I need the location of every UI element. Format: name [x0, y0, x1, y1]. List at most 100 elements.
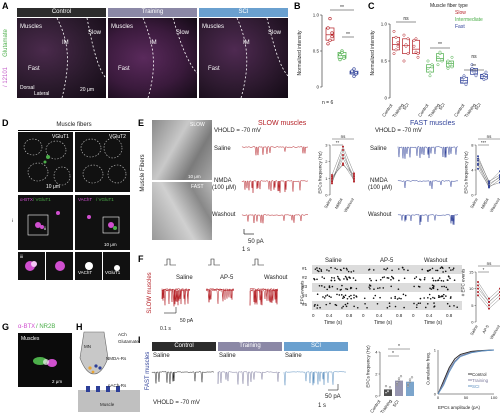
panel-c-point — [450, 55, 454, 59]
panel-i-cond-2: Saline — [219, 353, 236, 359]
panel-f-xtick-0-c: 0 — [412, 313, 415, 318]
panel-c-point — [426, 59, 430, 63]
panel-e-slow-xlabel: Saline — [323, 196, 333, 209]
panel-i-bar-point — [384, 385, 388, 388]
panel-b-ytick-label: 0.5 — [313, 49, 320, 54]
panel-a-label-im: IM — [62, 40, 69, 46]
panel-f-raster-event — [433, 302, 435, 304]
panel-f-raster-event — [343, 267, 345, 270]
panel-f-raster-event — [316, 269, 319, 272]
panel-c-point — [484, 77, 488, 81]
panel-b-point — [328, 38, 332, 42]
panel-f-raster-event — [338, 294, 341, 296]
panel-h-ach: ACh — [118, 332, 127, 337]
panel-f-raster-event — [344, 294, 347, 297]
panel-i-bar-chart: 0 2 4 * * — [375, 344, 414, 399]
panel-f-raster-event — [431, 277, 434, 279]
panel-f-raster-event — [345, 287, 347, 290]
panel-f-raster-event — [428, 293, 431, 296]
panel-i-bar-ytick-label: 0 — [375, 394, 378, 399]
panel-b-point — [326, 26, 330, 30]
panel-a-header-sci: SCI — [199, 8, 288, 17]
panel-f-raster-event — [447, 288, 449, 291]
panel-f-raster-event — [383, 276, 386, 278]
panel-f-raster-event — [379, 278, 382, 281]
panel-f-raster-event — [316, 304, 319, 306]
panel-e-slow-sum-point — [342, 154, 344, 156]
panel-d-vglut1c-label: / VGluT1 — [96, 197, 114, 202]
panel-e-fast-cond-washout: Washout — [368, 212, 392, 218]
panel-e-fast-tag: FAST — [191, 184, 204, 190]
panel-f-raster-event — [379, 287, 381, 289]
panel-e-fast-sum-point — [477, 167, 479, 170]
panel-f-raster-event — [430, 288, 433, 290]
panel-f-raster-event — [314, 268, 317, 270]
panel-f-sum-point — [477, 294, 479, 297]
panel-c-point — [392, 52, 396, 56]
panel-e-slow-sum-point — [331, 182, 333, 185]
panel-f-raster-event — [429, 268, 432, 271]
panel-i-header-sci: SCI — [284, 342, 348, 351]
panel-f-scale-time: 0.1 s — [160, 326, 171, 332]
panel-f-sum-sig-1: ns — [487, 261, 493, 266]
panel-f-raster-event — [424, 306, 427, 309]
panel-f-raster-event — [344, 275, 347, 278]
panel-c-legend-slow: Slow — [455, 10, 466, 16]
panel-f-raster-event — [320, 270, 323, 272]
panel-f-raster-event — [421, 268, 424, 271]
panel-d-image-vglut1 — [18, 132, 73, 192]
panel-f-raster-event — [328, 295, 331, 298]
panel-f-raster-event — [441, 295, 444, 298]
panel-f-raster-event — [316, 307, 319, 309]
panel-f-xtick-2-c: 0.8 — [446, 313, 453, 318]
panel-d-roman-ii: ii — [44, 226, 46, 231]
panel-f-raster-event — [401, 266, 404, 269]
panel-c-point — [412, 44, 416, 48]
panel-e-cond-washout: Washout — [212, 212, 236, 218]
panel-f-raster-event — [377, 287, 379, 290]
panel-e-fast-cond-saline: Saline — [370, 146, 387, 152]
panel-f-xtick-1-a: 0.4 — [326, 313, 333, 318]
panel-b-point — [352, 74, 356, 78]
panel-f-raster-event — [336, 288, 339, 290]
panel-i-sig-1: * — [398, 344, 400, 350]
panel-f-raster-head-saline: Saline — [325, 258, 342, 264]
panel-f-raster-event — [432, 286, 435, 288]
panel-d-roman-iii: iii — [20, 254, 23, 259]
panel-e-fast-sum-sig-2: *** — [481, 140, 487, 145]
panel-f-raster-event — [435, 269, 437, 272]
panel-f-raster-event — [369, 277, 371, 280]
panel-f-traces — [161, 288, 279, 314]
panel-f-raster-event — [386, 267, 389, 270]
panel-f-cond-ap5: AP-5 — [220, 275, 234, 281]
panel-f-raster-event — [370, 279, 372, 282]
panel-f-raster-event — [433, 305, 436, 307]
panel-e-fast-sum-point — [477, 155, 479, 158]
panel-f-raster-event — [443, 285, 445, 288]
panel-f-raster-event — [450, 269, 452, 271]
panel-i-cum-ylabel: Cumulative freq. — [425, 352, 431, 385]
panel-e-slow-tag: SLOW — [190, 122, 205, 128]
panel-f-raster-event — [345, 305, 348, 308]
panel-e-fast-sum-point — [488, 185, 490, 188]
panel-f-raster-row-bg — [312, 265, 462, 274]
panel-e-slow-sum-point — [331, 180, 333, 183]
panel-f-raster-event — [442, 271, 444, 273]
panel-f-sum-point — [488, 301, 490, 303]
panel-i-bar-ytick-label: 2 — [375, 372, 378, 377]
panel-f-raster-event — [323, 297, 326, 299]
panel-i-bar-sci — [406, 381, 414, 396]
panel-f-raster-event — [313, 305, 316, 307]
panel-f-raster-event — [431, 267, 434, 270]
panel-i-cum-legend-control: Control — [472, 372, 487, 377]
panel-f-raster-event — [346, 302, 349, 305]
panel-f-raster-event — [321, 285, 323, 287]
panel-a-sci-slow: Slow — [268, 30, 282, 36]
panel-e-slow-sum-point — [342, 164, 344, 166]
panel-f-xtick-1-b: 0.4 — [376, 313, 383, 318]
panel-f-raster-event — [434, 279, 437, 282]
panel-c-point — [446, 66, 450, 70]
